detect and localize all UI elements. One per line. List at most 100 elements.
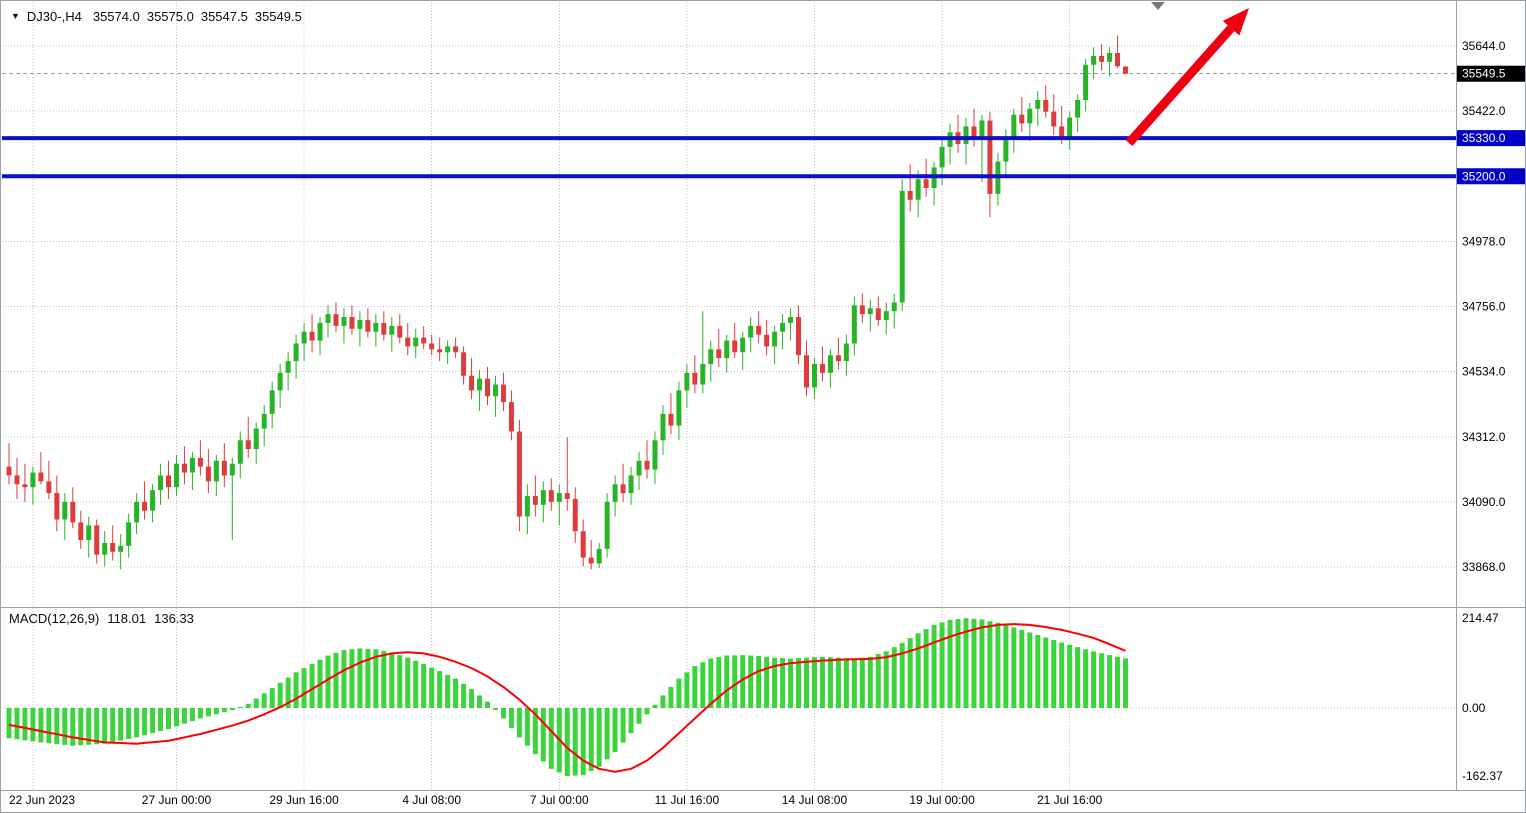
candle-body: [221, 460, 227, 476]
candle-body: [325, 314, 331, 323]
macd-bar: [245, 703, 251, 708]
candle-body: [173, 463, 179, 488]
level-price-badge: [1457, 130, 1525, 147]
candle-body: [301, 331, 307, 344]
macd-tick-label: 214.47: [1462, 611, 1499, 625]
candle-body: [469, 375, 475, 391]
macd-bar: [189, 708, 195, 722]
candle-body: [620, 484, 626, 494]
candle-body: [1123, 66, 1128, 74]
macd-bar: [716, 657, 722, 708]
candle-body: [692, 372, 698, 385]
price-axis[interactable]: 35644.0 35422.0 34978.0 34756.0 34534.0 34312…: [1457, 39, 1526, 574]
macd-bar: [181, 708, 187, 724]
candle-body: [477, 378, 483, 391]
candle-body: [540, 490, 546, 505]
macd-bar: [397, 655, 403, 708]
macd-bar: [835, 657, 841, 708]
candle-body: [644, 460, 650, 470]
candle-body: [413, 337, 419, 347]
macd-histogram: [6, 618, 1128, 776]
macd-bar: [78, 708, 84, 746]
candle-body: [253, 428, 259, 450]
candle-body: [636, 460, 642, 476]
time-axis[interactable]: 22 Jun 2023 27 Jun 00:00 29 Jun 16:00 4 Jul…: [9, 793, 1103, 807]
candle-body: [508, 402, 514, 432]
macd-bar: [301, 668, 307, 708]
macd-bar: [213, 708, 219, 715]
candle-body: [708, 349, 714, 364]
candle-body: [524, 496, 530, 517]
candle-body: [668, 413, 674, 426]
candle-body: [500, 384, 506, 403]
macd-bar: [1059, 642, 1065, 708]
macd-bar: [907, 638, 913, 708]
candle-body: [261, 413, 267, 429]
candle-body: [6, 466, 12, 476]
macd-bar: [604, 708, 610, 760]
macd-bar: [931, 624, 937, 708]
macd-bar: [158, 708, 164, 732]
macd-bar: [54, 708, 60, 745]
candle-body: [843, 343, 849, 362]
candle-body: [859, 305, 865, 315]
candles-layer: [6, 35, 1128, 570]
candle-body: [1003, 138, 1009, 162]
macd-bar: [1091, 651, 1097, 708]
candle-body: [915, 179, 921, 200]
macd-bar: [492, 708, 498, 711]
chart-shift-marker-icon: [1151, 2, 1165, 10]
macd-bar: [668, 687, 674, 708]
macd-bar: [1083, 649, 1089, 708]
candle-body: [1107, 53, 1113, 62]
macd-bar: [700, 662, 706, 708]
macd-bar: [261, 693, 267, 708]
ohlc-open: 35574.0: [92, 9, 140, 24]
candle-body: [796, 317, 802, 356]
macd-bar: [780, 658, 786, 708]
candle-body: [1027, 108, 1033, 124]
candle-body: [740, 337, 746, 353]
candle-body: [293, 343, 299, 362]
candle-body: [166, 475, 171, 488]
macd-bar: [1115, 656, 1121, 708]
macd-bar: [572, 708, 578, 776]
ohlc-close: 35549.5: [254, 9, 302, 24]
macd-bar: [1067, 644, 1073, 708]
macd-bar: [309, 663, 315, 708]
macd-signal-value: 136.33: [154, 611, 194, 626]
level-price-badge-text: 35330.0: [1462, 131, 1506, 145]
macd-bar: [365, 648, 371, 708]
macd-bar: [445, 674, 451, 708]
macd-tick-label: 0.00: [1462, 701, 1486, 715]
candle-body: [716, 349, 722, 359]
trend-arrow[interactable]: [1125, 8, 1249, 146]
time-tick-label: 14 Jul 08:00: [782, 793, 848, 807]
candle-body: [564, 493, 570, 499]
macd-bar: [1011, 627, 1017, 708]
macd-bar: [995, 622, 1001, 708]
symbol-ohlc-info: ▼ DJ30-,H4 35574.0 35575.0 35547.5 35549…: [11, 9, 302, 24]
candle-body: [189, 457, 195, 473]
candle-body: [923, 179, 929, 188]
candle-body: [142, 501, 148, 511]
candle-body: [1099, 55, 1105, 62]
macd-bar: [636, 708, 642, 724]
macd-bar: [756, 655, 762, 708]
level-lines-layer: [2, 136, 1456, 179]
candle-body: [70, 501, 76, 523]
macd-bar: [772, 657, 778, 708]
candle-body: [341, 317, 347, 326]
macd-bar: [349, 649, 355, 708]
macd-bar: [883, 651, 889, 708]
candle-body: [205, 466, 211, 482]
macd-bar: [1043, 637, 1049, 708]
candle-body: [158, 475, 164, 491]
symbol-period: DJ30-,H4: [26, 9, 82, 24]
price-tick-label: 33868.0: [1462, 560, 1506, 574]
candle-body: [86, 525, 92, 541]
candle-body: [22, 484, 28, 488]
candle-body: [835, 355, 841, 362]
candle-body: [612, 484, 618, 502]
